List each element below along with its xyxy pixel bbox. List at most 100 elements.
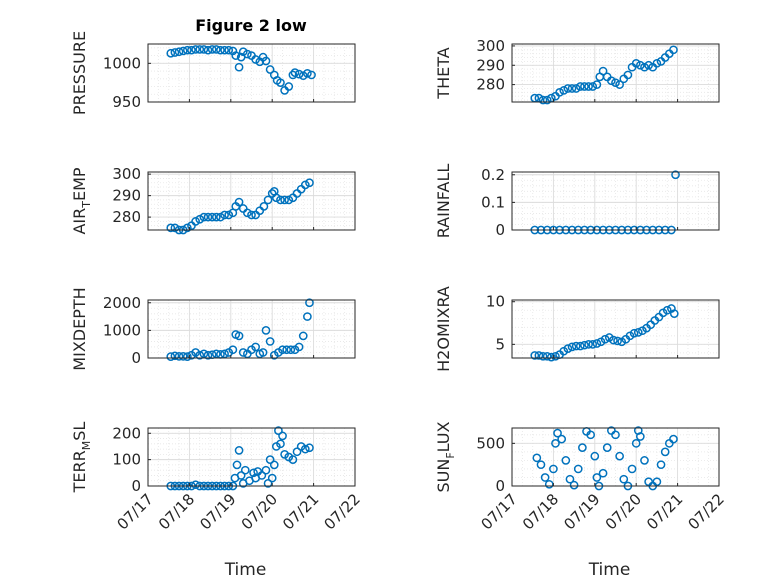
y-axis-label-main: TERR [70, 450, 89, 493]
data-point [644, 60, 653, 70]
data-point [284, 82, 294, 91]
y-tick-label: 290 [476, 56, 505, 74]
data-point [575, 341, 585, 351]
y-axis-label-rest: EMP [70, 167, 89, 201]
y-tick-label: 10 [486, 293, 505, 311]
data-point [211, 45, 221, 54]
y-axis-label-main: H2OMIXRA [434, 286, 453, 372]
data-point [563, 84, 573, 93]
data-point [257, 471, 267, 480]
data-point [640, 62, 649, 72]
y-axis-label: AIRTEMP [70, 167, 93, 234]
data-point [228, 345, 238, 355]
data-point [300, 444, 310, 454]
data-point [191, 45, 200, 54]
axes-box [147, 43, 356, 103]
y-axis-label: TERRMSL [70, 422, 93, 494]
data-point [307, 70, 316, 80]
axes-box [511, 43, 720, 103]
y-tick-label: 950 [112, 93, 141, 111]
data-point [563, 344, 573, 353]
axes-box [511, 171, 720, 231]
data-point [195, 214, 205, 224]
data-point [635, 432, 645, 441]
data-point [170, 351, 180, 361]
data-point [609, 335, 618, 345]
data-point [303, 312, 312, 321]
subplot-mixdepth: 0 1000 2000 MIXDEPTH [70, 287, 356, 371]
data-point [234, 197, 244, 207]
data-point [623, 70, 633, 80]
data-point [611, 430, 620, 440]
data-point [274, 426, 283, 435]
data-point [216, 212, 225, 222]
y-tick-label: 300 [112, 165, 141, 183]
data-point [598, 66, 608, 76]
data-point [580, 82, 589, 91]
data-point [669, 45, 678, 55]
data-point [276, 439, 285, 449]
data-point [592, 80, 602, 89]
data-point [635, 60, 645, 70]
data-point [631, 439, 641, 448]
data-point [305, 298, 314, 308]
data-point [611, 78, 620, 88]
data-point [652, 58, 662, 68]
data-point [191, 217, 200, 226]
y-tick-label: 300 [476, 37, 505, 55]
data-point [530, 351, 540, 360]
data-point [300, 180, 310, 190]
data-point [640, 456, 649, 465]
y-axis-label-subscript: F [444, 452, 457, 458]
data-point [216, 45, 225, 55]
data-point [236, 471, 246, 480]
data-point [602, 443, 612, 452]
y-tick-label: 0.2 [481, 166, 505, 184]
data-point [532, 453, 542, 463]
subplot-rainfall: 0 0.1 0.2 RAINFALL [434, 164, 720, 239]
data-point [551, 439, 560, 448]
data-point [542, 95, 552, 105]
data-point [199, 212, 209, 222]
data-point [578, 443, 587, 452]
data-point [292, 447, 302, 457]
data-point [203, 45, 213, 55]
plot-area [148, 300, 355, 358]
data-point [276, 78, 285, 88]
data-point [243, 208, 252, 218]
data-point [261, 56, 271, 66]
data-point [265, 455, 275, 464]
data-point [561, 456, 571, 465]
data-point [538, 351, 548, 361]
y-tick-label: 1000 [103, 321, 141, 339]
y-axis-label-subscript: T [80, 201, 93, 209]
y-axis-label-main: SUN [434, 459, 453, 493]
axes-box [147, 171, 356, 231]
data-point [203, 350, 213, 360]
data-point [284, 195, 294, 205]
major-grid [147, 172, 356, 230]
plot-area [512, 44, 719, 102]
y-axis-label-subscript: M [80, 441, 93, 451]
data-point [588, 82, 598, 91]
data-point [542, 351, 552, 361]
data-point [615, 80, 624, 89]
series-markers [166, 178, 314, 235]
data-point [271, 193, 281, 203]
y-tick-label: 0.1 [481, 193, 505, 211]
data-point [199, 349, 209, 359]
data-point [588, 340, 598, 349]
data-point [199, 45, 209, 54]
data-point [178, 351, 188, 361]
y-axis-label-rest: LUX [434, 421, 453, 452]
data-point [290, 68, 300, 77]
data-point [305, 178, 314, 188]
data-point [592, 473, 602, 482]
data-point [174, 351, 184, 361]
data-point [669, 434, 678, 444]
data-point [555, 87, 564, 97]
y-tick-label: 2000 [103, 294, 141, 312]
data-point [573, 464, 583, 474]
data-point [243, 49, 252, 59]
data-point [267, 473, 277, 483]
